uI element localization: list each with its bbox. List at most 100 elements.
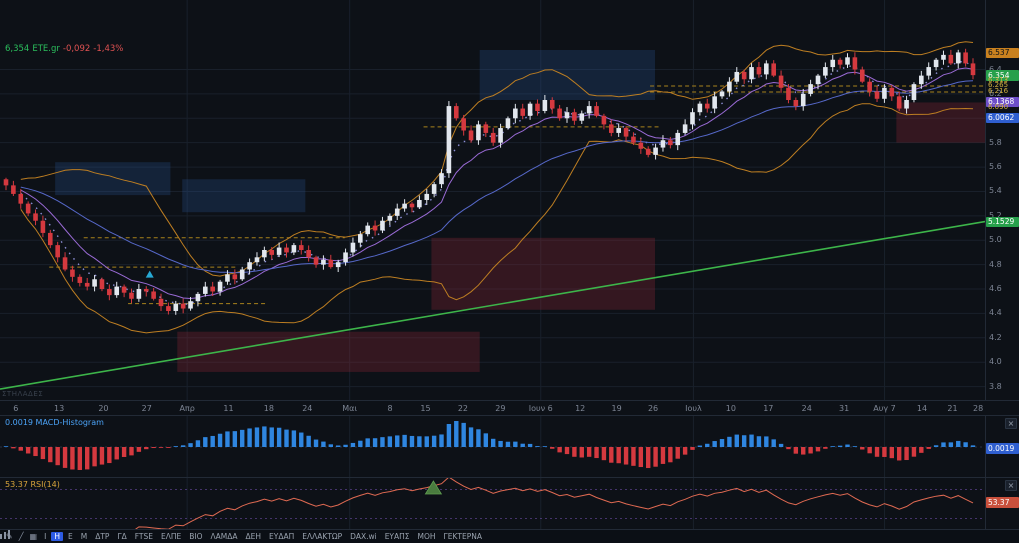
time-label: Μαι xyxy=(342,404,358,413)
time-label: Ιουλ xyxy=(685,404,702,413)
time-label: 12 xyxy=(575,404,586,413)
time-label: Αυγ 7 xyxy=(873,404,896,413)
price-tick: 5.4 xyxy=(989,186,1002,196)
time-label: 19 xyxy=(611,404,622,413)
watchlist-tab-Ι[interactable]: Ι xyxy=(44,531,47,541)
ticker-change: -0,092 xyxy=(62,44,91,54)
time-label: 22 xyxy=(457,404,469,413)
overlay-indicators xyxy=(20,41,974,334)
rsi-pane[interactable]: 53.37 RSI(14) xyxy=(0,477,985,530)
rsi-name: RSI(14) xyxy=(30,480,60,489)
macd-grid xyxy=(0,416,985,478)
rsi-signal-marker xyxy=(424,480,443,495)
rsi-grid xyxy=(0,478,985,530)
watchlist-tab-FTSE[interactable]: FTSE xyxy=(134,531,154,541)
watchlist-tab-ΔΤΡ[interactable]: ΔΤΡ xyxy=(95,531,110,541)
watchlist-tab-Μ[interactable]: Μ xyxy=(80,531,88,541)
time-label: 24 xyxy=(801,404,812,413)
grid-layer xyxy=(0,0,985,400)
price-tick: 6.2 xyxy=(989,88,1002,98)
macd-name: MACD-Histogram xyxy=(35,418,104,427)
macd-value: 0.0019 xyxy=(5,418,33,427)
price-tick: 4.6 xyxy=(989,284,1002,294)
support-resistance-levels xyxy=(49,85,985,305)
watchlist-tab-ΕΥΔΑΠ[interactable]: ΕΥΔΑΠ xyxy=(269,531,295,541)
time-axis[interactable]: 6 13 20 27 Απρ 11 18 24 Μαι 8 15 22 29 Ιουν 6 12 19 26 Ιο… xyxy=(0,400,1019,416)
price-badge: 5.1529 xyxy=(986,216,1019,228)
ticker-symbol: ETE.gr xyxy=(32,44,60,54)
price-badge: 6.313 xyxy=(988,75,1009,84)
watchlist-tab-ΒΙΟ[interactable]: ΒΙΟ xyxy=(189,531,203,541)
time-label: 6 xyxy=(13,404,19,413)
price-badge: 6.354 xyxy=(986,70,1019,81)
watchlist-tab-ΔΕΗ[interactable]: ΔΕΗ xyxy=(245,531,262,541)
price-tick: 4.8 xyxy=(989,259,1002,269)
price-tick: 4.2 xyxy=(989,332,1002,342)
macd-histogram-chart xyxy=(0,416,985,478)
time-label: 10 xyxy=(725,404,736,413)
watermark-label: ΣΤΗΛΑΔΕΣ xyxy=(2,390,44,398)
time-label: 18 xyxy=(263,404,274,413)
price-chart-pane[interactable]: 6,354 ETE.gr -0,092 -1,43% ΣΤΗΛΑΔΕΣ xyxy=(0,0,985,400)
ticker-price: 6,354 xyxy=(5,44,30,54)
watchlist-tab-Η[interactable]: Η xyxy=(51,531,63,542)
price-badge: 6.0062 xyxy=(986,112,1019,124)
price-axis[interactable]: 6.46.26.05.85.65.45.25.04.84.64.44.24.03… xyxy=(985,0,1019,400)
price-badge: 6.216 xyxy=(988,87,1009,96)
macd-pane-label: 0.0019 MACD-Histogram xyxy=(5,418,104,427)
rsi-close-icon[interactable]: × xyxy=(1005,480,1017,491)
time-label: 31 xyxy=(839,404,850,413)
watchlist-tab-Ε[interactable]: Ε xyxy=(67,531,73,541)
candlestick-chart xyxy=(0,0,985,400)
price-tick: 5.6 xyxy=(989,162,1002,172)
time-label: 20 xyxy=(98,404,109,413)
watchlist-tab-ΓΔ[interactable]: ΓΔ xyxy=(117,531,127,541)
macd-close-icon[interactable]: × xyxy=(1005,418,1017,429)
watchlist-tab-ΕΛΠΕ[interactable]: ΕΛΠΕ xyxy=(161,531,182,541)
ticker-change-pct: -1,43% xyxy=(93,44,124,54)
rsi-value-axis[interactable]: × 53.37 xyxy=(985,477,1019,530)
price-badge: 6.1368 xyxy=(986,96,1019,108)
buy-marker xyxy=(145,270,154,278)
time-label: 14 xyxy=(916,404,928,413)
time-label: 28 xyxy=(973,404,984,413)
watchlist-tab-DAX.wi[interactable]: DAX.wi xyxy=(350,531,377,541)
price-badge: 6.537 xyxy=(986,47,1019,59)
macd-pane[interactable]: 0.0019 MACD-Histogram xyxy=(0,415,985,478)
time-label: 8 xyxy=(387,404,393,413)
macd-bars xyxy=(3,421,976,471)
watchlist-tab-ΛΑΜΔΑ[interactable]: ΛΑΜΔΑ xyxy=(210,531,238,541)
trendline-icon[interactable]: ╱ xyxy=(18,532,24,541)
rsi-axis-badge: 53.37 xyxy=(986,497,1019,508)
price-tick: 5.0 xyxy=(989,235,1002,245)
time-label: 21 xyxy=(947,404,958,413)
time-label: 26 xyxy=(647,404,659,413)
watchlist-tab-ΜΟΗ[interactable]: ΜΟΗ xyxy=(417,531,436,541)
time-label: 13 xyxy=(54,404,65,413)
time-label: Ιουν 6 xyxy=(528,404,553,413)
grid-icon[interactable]: ▦ xyxy=(29,532,38,541)
time-label: 29 xyxy=(495,404,506,413)
ticker-overlay: 6,354 ETE.gr -0,092 -1,43% xyxy=(5,44,126,54)
price-badge: 6.090 xyxy=(988,102,1009,111)
watchlist-tab-ΕΛΛΑΚΤΩΡ[interactable]: ΕΛΛΑΚΤΩΡ xyxy=(302,531,343,541)
rsi-chart xyxy=(0,478,985,530)
watchlist-tab-ΓΕΚΤΕΡΝΑ[interactable]: ΓΕΚΤΕΡΝΑ xyxy=(443,531,482,541)
rsi-pane-label: 53.37 RSI(14) xyxy=(5,480,60,489)
bottom-toolbar: ✎╱▦ΙΗΕΜΔΤΡΓΔFTSEΕΛΠΕΒΙΟΛΑΜΔΑΔΕΗΕΥΔΑΠΕΛΛΑ… xyxy=(0,529,1019,543)
price-tick: 4.0 xyxy=(989,357,1002,367)
time-label: 15 xyxy=(420,404,431,413)
watchlist-tab-ΕΥΑΠΣ[interactable]: ΕΥΑΠΣ xyxy=(384,531,410,541)
time-label: 24 xyxy=(302,404,313,413)
macd-value-axis[interactable]: × 0.0019 xyxy=(985,415,1019,478)
rsi-line xyxy=(133,478,974,530)
supply-demand-zones xyxy=(55,50,985,372)
time-label: 11 xyxy=(223,404,234,413)
price-tick: 5.8 xyxy=(989,137,1002,147)
candlestick-series xyxy=(3,48,976,315)
price-tick: 6.4 xyxy=(989,64,1002,74)
time-label: 17 xyxy=(763,404,774,413)
price-tick: 4.4 xyxy=(989,308,1002,318)
price-tick: 5.2 xyxy=(989,210,1002,220)
